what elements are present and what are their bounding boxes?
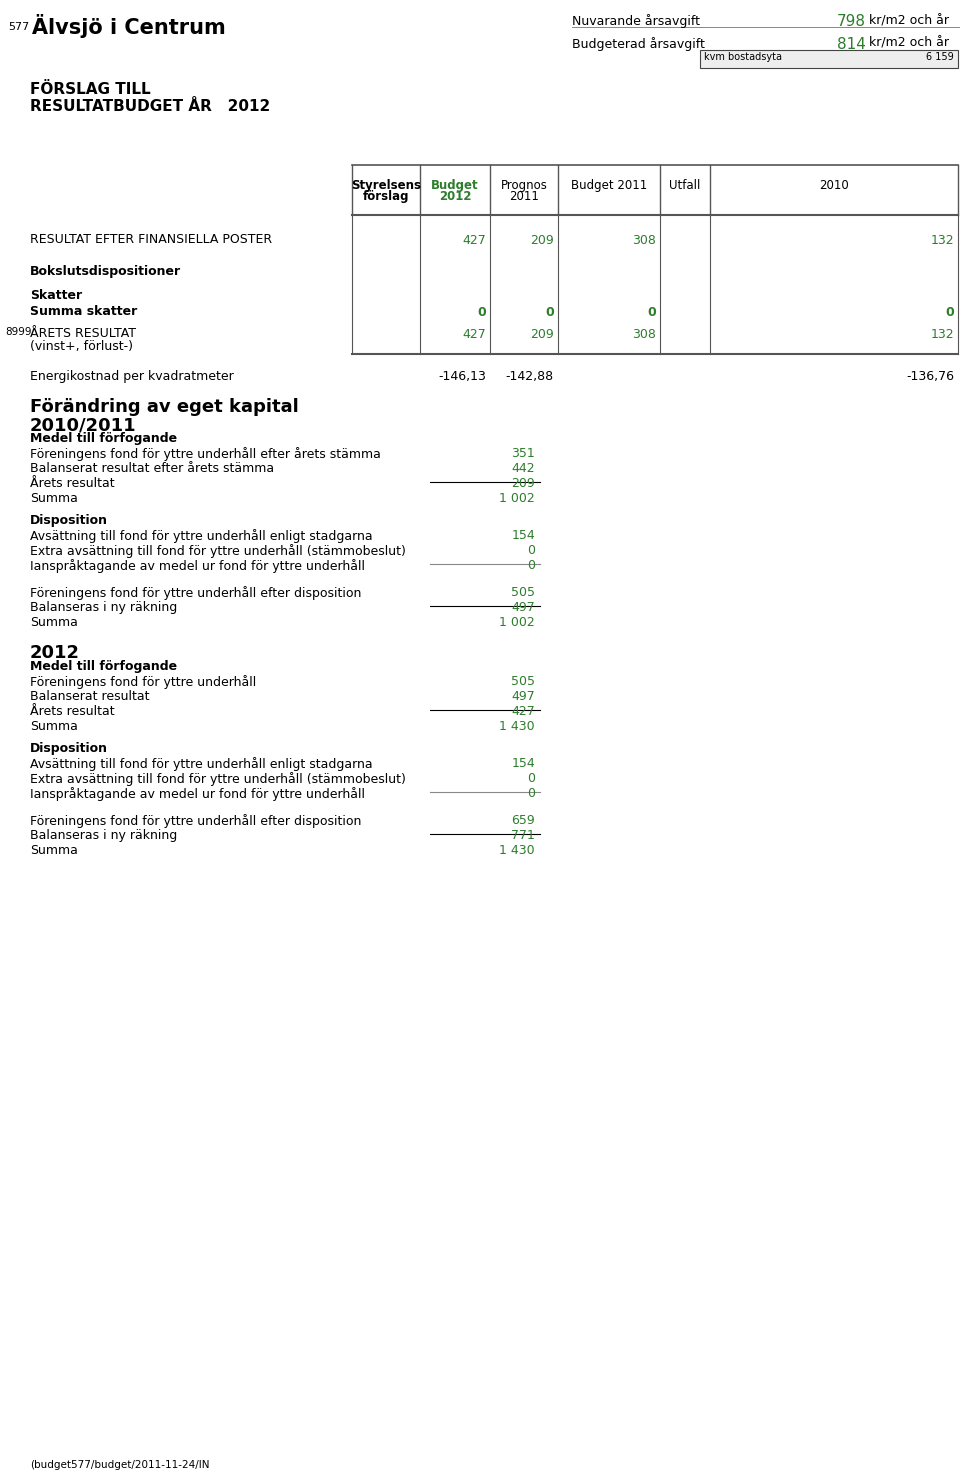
- Text: 442: 442: [512, 461, 535, 475]
- Text: 427: 427: [463, 328, 486, 342]
- Text: 2010: 2010: [819, 179, 849, 192]
- Text: 497: 497: [512, 691, 535, 703]
- Text: ÅRETS RESULTAT: ÅRETS RESULTAT: [30, 327, 136, 340]
- Text: 814: 814: [837, 37, 866, 52]
- Text: Ianspråktagande av medel ur fond för yttre underhåll: Ianspråktagande av medel ur fond för ytt…: [30, 787, 365, 802]
- Text: 1 002: 1 002: [499, 493, 535, 504]
- Text: 659: 659: [512, 813, 535, 827]
- Text: 1 002: 1 002: [499, 615, 535, 629]
- Text: förslag: förslag: [363, 189, 409, 203]
- Text: (budget577/budget/2011-11-24/IN: (budget577/budget/2011-11-24/IN: [30, 1460, 209, 1470]
- Text: Prognos: Prognos: [500, 179, 547, 192]
- Text: 2011: 2011: [509, 189, 539, 203]
- Text: Utfall: Utfall: [669, 179, 701, 192]
- Text: 2012: 2012: [30, 643, 80, 663]
- Text: 0: 0: [545, 306, 554, 319]
- Text: -142,88: -142,88: [506, 370, 554, 383]
- Text: Disposition: Disposition: [30, 515, 108, 527]
- Text: kr/m2 och år: kr/m2 och år: [869, 37, 949, 50]
- Text: Föreningens fond för yttre underhåll: Föreningens fond för yttre underhåll: [30, 674, 256, 689]
- Text: 209: 209: [512, 478, 535, 490]
- Text: Budget: Budget: [431, 179, 479, 192]
- Text: (vinst+, förlust-): (vinst+, förlust-): [30, 340, 133, 353]
- Text: 0: 0: [527, 544, 535, 558]
- Text: 2010/2011: 2010/2011: [30, 416, 136, 433]
- Text: 132: 132: [930, 328, 954, 342]
- Text: 0: 0: [527, 772, 535, 785]
- Text: Extra avsättning till fond för yttre underhåll (stämmobeslut): Extra avsättning till fond för yttre und…: [30, 544, 406, 558]
- Text: Föreningens fond för yttre underhåll efter årets stämma: Föreningens fond för yttre underhåll eft…: [30, 447, 381, 461]
- Text: RESULTATBUDGET ÅR   2012: RESULTATBUDGET ÅR 2012: [30, 99, 271, 114]
- Text: Styrelsens: Styrelsens: [351, 179, 421, 192]
- Bar: [700, 50, 958, 68]
- Text: kvm bostadsyta: kvm bostadsyta: [704, 52, 782, 62]
- Text: -146,13: -146,13: [438, 370, 486, 383]
- Text: 351: 351: [512, 447, 535, 460]
- Text: 1 430: 1 430: [499, 720, 535, 734]
- Text: 0: 0: [477, 306, 486, 319]
- Text: Balanseras i ny räkning: Balanseras i ny räkning: [30, 600, 178, 614]
- Text: 0: 0: [527, 787, 535, 800]
- Text: 308: 308: [632, 234, 656, 247]
- Text: 209: 209: [530, 234, 554, 247]
- Text: Summa: Summa: [30, 615, 78, 629]
- Text: Årets resultat: Årets resultat: [30, 478, 114, 490]
- Text: Medel till förfogande: Medel till förfogande: [30, 432, 178, 445]
- Text: Summa skatter: Summa skatter: [30, 305, 137, 318]
- Text: 577: 577: [8, 22, 29, 33]
- Text: 427: 427: [463, 234, 486, 247]
- Text: 771: 771: [511, 830, 535, 842]
- Text: Energikostnad per kvadratmeter: Energikostnad per kvadratmeter: [30, 370, 233, 383]
- Text: 0: 0: [527, 559, 535, 572]
- Text: -136,76: -136,76: [906, 370, 954, 383]
- Text: 497: 497: [512, 600, 535, 614]
- Text: Skatter: Skatter: [30, 288, 83, 302]
- Text: Nuvarande årsavgift: Nuvarande årsavgift: [572, 13, 700, 28]
- Text: Budgeterad årsavgift: Budgeterad årsavgift: [572, 37, 705, 50]
- Text: Föreningens fond för yttre underhåll efter disposition: Föreningens fond för yttre underhåll eft…: [30, 586, 361, 600]
- Text: Balanseras i ny räkning: Balanseras i ny räkning: [30, 830, 178, 842]
- Text: 6 159: 6 159: [926, 52, 954, 62]
- Text: 308: 308: [632, 328, 656, 342]
- Text: 798: 798: [837, 13, 866, 30]
- Text: 8999: 8999: [5, 327, 32, 337]
- Text: Avsättning till fond för yttre underhåll enligt stadgarna: Avsättning till fond för yttre underhåll…: [30, 529, 372, 543]
- Text: 505: 505: [511, 586, 535, 599]
- Text: Avsättning till fond för yttre underhåll enligt stadgarna: Avsättning till fond för yttre underhåll…: [30, 757, 372, 771]
- Text: kr/m2 och år: kr/m2 och år: [869, 13, 949, 27]
- Text: FÖRSLAG TILL: FÖRSLAG TILL: [30, 81, 151, 98]
- Text: 0: 0: [647, 306, 656, 319]
- Text: Budget 2011: Budget 2011: [571, 179, 647, 192]
- Text: 2012: 2012: [439, 189, 471, 203]
- Text: 154: 154: [512, 529, 535, 541]
- Text: Balanserat resultat: Balanserat resultat: [30, 691, 150, 703]
- Text: Ianspråktagande av medel ur fond för yttre underhåll: Ianspråktagande av medel ur fond för ytt…: [30, 559, 365, 572]
- Text: 0: 0: [946, 306, 954, 319]
- Text: Medel till förfogande: Medel till förfogande: [30, 660, 178, 673]
- Text: Summa: Summa: [30, 720, 78, 734]
- Text: Bokslutsdispositioner: Bokslutsdispositioner: [30, 265, 181, 278]
- Text: Årets resultat: Årets resultat: [30, 705, 114, 717]
- Text: 427: 427: [512, 705, 535, 717]
- Text: RESULTAT EFTER FINANSIELLA POSTER: RESULTAT EFTER FINANSIELLA POSTER: [30, 234, 272, 246]
- Text: 1 430: 1 430: [499, 845, 535, 856]
- Text: Summa: Summa: [30, 493, 78, 504]
- Text: 209: 209: [530, 328, 554, 342]
- Text: Disposition: Disposition: [30, 742, 108, 754]
- Text: 154: 154: [512, 757, 535, 771]
- Text: Älvsjö i Centrum: Älvsjö i Centrum: [32, 13, 226, 38]
- Text: 505: 505: [511, 674, 535, 688]
- Text: 132: 132: [930, 234, 954, 247]
- Text: Föreningens fond för yttre underhåll efter disposition: Föreningens fond för yttre underhåll eft…: [30, 813, 361, 828]
- Text: Balanserat resultat efter årets stämma: Balanserat resultat efter årets stämma: [30, 461, 275, 475]
- Text: Extra avsättning till fond för yttre underhåll (stämmobeslut): Extra avsättning till fond för yttre und…: [30, 772, 406, 785]
- Text: Förändring av eget kapital: Förändring av eget kapital: [30, 398, 299, 416]
- Text: Summa: Summa: [30, 845, 78, 856]
